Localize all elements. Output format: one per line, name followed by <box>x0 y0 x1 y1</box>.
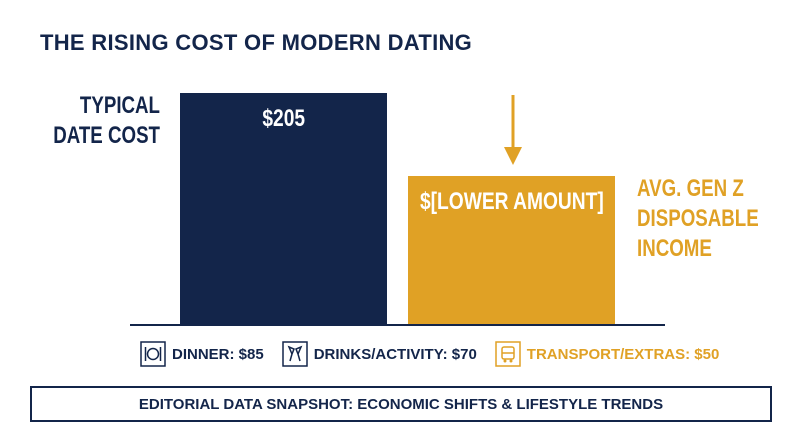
value-label: $[LOWER AMOUNT] <box>419 187 604 215</box>
footer: EDITORIAL DATA SNAPSHOT: ECONOMIC SHIFTS… <box>30 386 772 422</box>
legend: DINNER: $85 DRINKS/ACTIVITY: $70 TRANSPO… <box>140 341 719 367</box>
bar: $[LOWER AMOUNT] <box>408 175 615 325</box>
legend-item: DINNER: $85 <box>140 341 264 367</box>
icon <box>495 341 521 367</box>
legend-label: DRINKS/ACTIVITY: $70 <box>313 345 477 363</box>
bar: $205 <box>180 93 387 325</box>
legend-item: TRANSPORT/EXTRAS: $50 <box>495 341 720 367</box>
chart-title: THE RISING COST OF MODERN DATING <box>40 30 473 55</box>
icon <box>281 341 308 367</box>
category-label: AVG. GEN Z DISPOSABLE INCOME <box>637 174 759 262</box>
legend-label: TRANSPORT/EXTRAS: $50 <box>526 345 720 363</box>
plot: $205 TYPICAL DATE COST $[LOWER AMOUNT] AVG.… <box>53 92 759 325</box>
category-label: TYPICAL DATE COST <box>53 92 160 149</box>
legend-label: DINNER: $85 <box>172 345 264 363</box>
baseline <box>130 324 665 326</box>
icon <box>140 341 166 367</box>
arrow <box>504 95 522 165</box>
legend-item: DRINKS/ACTIVITY: $70 <box>281 341 477 367</box>
value-label: $205 <box>262 105 305 132</box>
